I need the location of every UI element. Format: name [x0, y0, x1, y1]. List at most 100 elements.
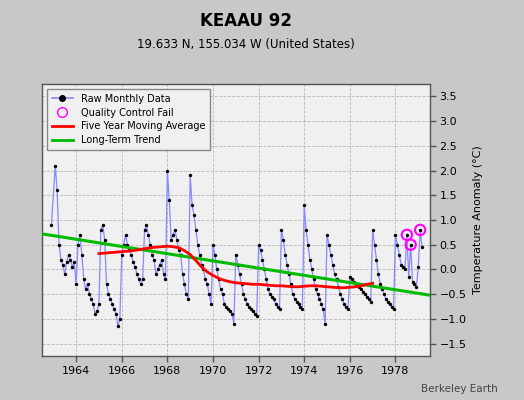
- Point: [365, 296, 373, 302]
- Point: [271, 301, 280, 307]
- Point: [407, 242, 415, 248]
- Point: [292, 298, 301, 305]
- Point: [150, 256, 158, 263]
- Point: [85, 291, 94, 297]
- Point: [266, 291, 274, 297]
- Point: [228, 311, 236, 317]
- Point: [205, 291, 213, 297]
- Point: [241, 296, 249, 302]
- Point: [399, 264, 407, 270]
- Point: [279, 236, 288, 243]
- Point: [224, 306, 233, 312]
- Point: [195, 252, 204, 258]
- Point: [159, 271, 168, 278]
- Point: [101, 236, 109, 243]
- Point: [140, 227, 149, 233]
- Point: [258, 256, 267, 263]
- Point: [114, 323, 122, 330]
- Point: [95, 301, 103, 307]
- Point: [129, 259, 137, 265]
- Point: [389, 306, 398, 312]
- Point: [154, 266, 162, 273]
- Point: [264, 286, 272, 292]
- Point: [407, 242, 415, 248]
- Point: [283, 261, 291, 268]
- Point: [146, 242, 155, 248]
- Point: [363, 294, 371, 300]
- Point: [135, 276, 143, 282]
- Point: [137, 281, 145, 288]
- Point: [300, 202, 309, 208]
- Point: [275, 306, 283, 312]
- Point: [353, 281, 362, 288]
- Point: [72, 281, 80, 288]
- Point: [325, 242, 333, 248]
- Point: [253, 313, 261, 320]
- Point: [104, 291, 113, 297]
- Point: [281, 252, 289, 258]
- Point: [61, 271, 69, 278]
- Legend: Raw Monthly Data, Quality Control Fail, Five Year Moving Average, Long-Term Tren: Raw Monthly Data, Quality Control Fail, …: [47, 89, 210, 150]
- Point: [290, 296, 299, 302]
- Point: [106, 296, 115, 302]
- Point: [317, 301, 325, 307]
- Point: [243, 301, 252, 307]
- Point: [116, 316, 124, 322]
- Point: [380, 291, 388, 297]
- Point: [237, 281, 246, 288]
- Point: [201, 276, 210, 282]
- Point: [311, 286, 320, 292]
- Point: [414, 264, 422, 270]
- Point: [55, 242, 63, 248]
- Point: [174, 246, 183, 253]
- Point: [355, 284, 364, 290]
- Point: [193, 242, 202, 248]
- Point: [182, 291, 191, 297]
- Point: [112, 311, 120, 317]
- Point: [165, 197, 173, 204]
- Point: [262, 276, 270, 282]
- Point: [305, 256, 314, 263]
- Point: [268, 294, 276, 300]
- Point: [338, 296, 346, 302]
- Point: [161, 276, 170, 282]
- Point: [211, 252, 219, 258]
- Point: [412, 284, 421, 290]
- Point: [239, 291, 247, 297]
- Point: [395, 252, 403, 258]
- Point: [87, 296, 95, 302]
- Point: [203, 281, 212, 288]
- Point: [122, 232, 130, 238]
- Point: [277, 227, 286, 233]
- Point: [138, 276, 147, 282]
- Point: [51, 162, 59, 169]
- Point: [294, 301, 303, 307]
- Point: [178, 271, 187, 278]
- Point: [96, 227, 105, 233]
- Point: [119, 242, 128, 248]
- Point: [321, 321, 330, 327]
- Point: [70, 259, 79, 265]
- Point: [216, 286, 225, 292]
- Point: [382, 296, 390, 302]
- Point: [310, 276, 318, 282]
- Point: [274, 303, 282, 310]
- Point: [384, 298, 392, 305]
- Point: [226, 308, 234, 315]
- Point: [167, 236, 176, 243]
- Point: [304, 242, 312, 248]
- Point: [255, 242, 263, 248]
- Point: [416, 227, 424, 233]
- Point: [332, 276, 341, 282]
- Point: [173, 236, 181, 243]
- Point: [376, 281, 385, 288]
- Point: [59, 261, 67, 268]
- Point: [370, 242, 379, 248]
- Point: [53, 187, 61, 194]
- Point: [319, 306, 328, 312]
- Point: [144, 232, 152, 238]
- Point: [250, 311, 259, 317]
- Point: [247, 306, 255, 312]
- Point: [177, 252, 185, 258]
- Point: [198, 261, 206, 268]
